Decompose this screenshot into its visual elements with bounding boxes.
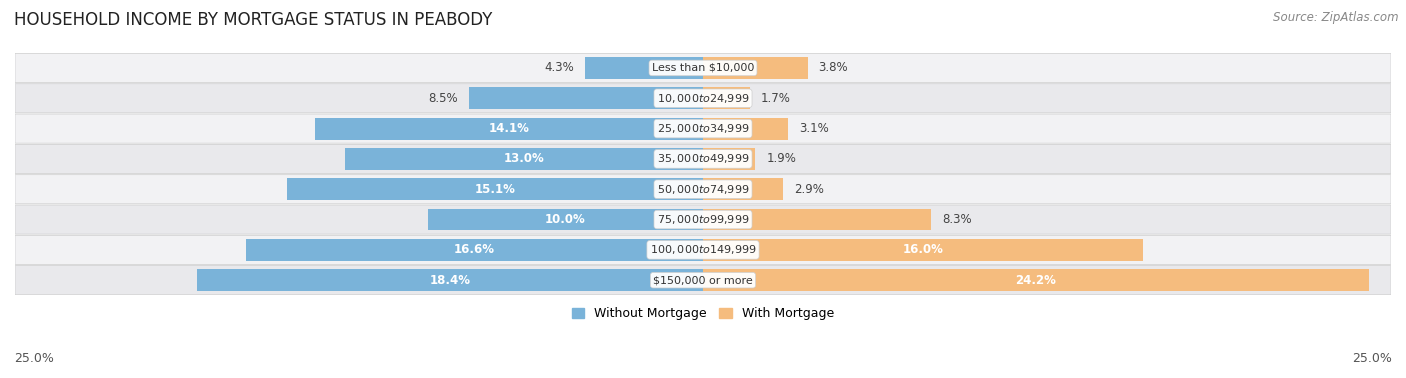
Bar xyxy=(703,118,789,139)
FancyBboxPatch shape xyxy=(15,205,1391,234)
Text: 13.0%: 13.0% xyxy=(503,152,544,166)
Bar xyxy=(585,57,703,79)
Bar xyxy=(703,148,755,170)
Bar xyxy=(703,209,931,231)
Text: 16.6%: 16.6% xyxy=(454,243,495,256)
FancyBboxPatch shape xyxy=(15,175,1391,204)
Text: 8.5%: 8.5% xyxy=(429,92,458,105)
Bar xyxy=(703,239,1143,261)
Bar xyxy=(315,118,703,139)
FancyBboxPatch shape xyxy=(15,235,1391,265)
Text: 4.3%: 4.3% xyxy=(544,62,574,74)
Text: 25.0%: 25.0% xyxy=(14,352,53,364)
FancyBboxPatch shape xyxy=(15,144,1391,174)
FancyBboxPatch shape xyxy=(15,53,1391,82)
Text: 16.0%: 16.0% xyxy=(903,243,943,256)
Text: 25.0%: 25.0% xyxy=(1353,352,1392,364)
Text: HOUSEHOLD INCOME BY MORTGAGE STATUS IN PEABODY: HOUSEHOLD INCOME BY MORTGAGE STATUS IN P… xyxy=(14,11,492,29)
FancyBboxPatch shape xyxy=(15,266,1391,295)
Text: $35,000 to $49,999: $35,000 to $49,999 xyxy=(657,152,749,166)
Text: 1.7%: 1.7% xyxy=(761,92,790,105)
Text: Source: ZipAtlas.com: Source: ZipAtlas.com xyxy=(1274,11,1399,24)
Bar xyxy=(346,148,703,170)
Text: $150,000 or more: $150,000 or more xyxy=(654,275,752,285)
Text: 2.9%: 2.9% xyxy=(794,183,824,196)
FancyBboxPatch shape xyxy=(15,84,1391,113)
Text: 24.2%: 24.2% xyxy=(1015,274,1056,287)
Text: 8.3%: 8.3% xyxy=(942,213,972,226)
Bar xyxy=(197,269,703,291)
Bar xyxy=(703,87,749,109)
Text: 18.4%: 18.4% xyxy=(429,274,471,287)
Bar xyxy=(246,239,703,261)
Bar xyxy=(703,178,783,200)
Text: $10,000 to $24,999: $10,000 to $24,999 xyxy=(657,92,749,105)
Bar xyxy=(703,269,1369,291)
Text: 3.8%: 3.8% xyxy=(818,62,848,74)
Text: 14.1%: 14.1% xyxy=(488,122,530,135)
Text: 1.9%: 1.9% xyxy=(766,152,796,166)
Text: $25,000 to $34,999: $25,000 to $34,999 xyxy=(657,122,749,135)
Text: 10.0%: 10.0% xyxy=(546,213,586,226)
Legend: Without Mortgage, With Mortgage: Without Mortgage, With Mortgage xyxy=(567,302,839,325)
Text: 15.1%: 15.1% xyxy=(475,183,516,196)
Text: 3.1%: 3.1% xyxy=(800,122,830,135)
Text: Less than $10,000: Less than $10,000 xyxy=(652,63,754,73)
FancyBboxPatch shape xyxy=(15,114,1391,143)
Bar xyxy=(427,209,703,231)
Text: $50,000 to $74,999: $50,000 to $74,999 xyxy=(657,183,749,196)
Bar xyxy=(470,87,703,109)
Text: $100,000 to $149,999: $100,000 to $149,999 xyxy=(650,243,756,256)
Bar xyxy=(703,57,807,79)
Text: $75,000 to $99,999: $75,000 to $99,999 xyxy=(657,213,749,226)
Bar xyxy=(287,178,703,200)
